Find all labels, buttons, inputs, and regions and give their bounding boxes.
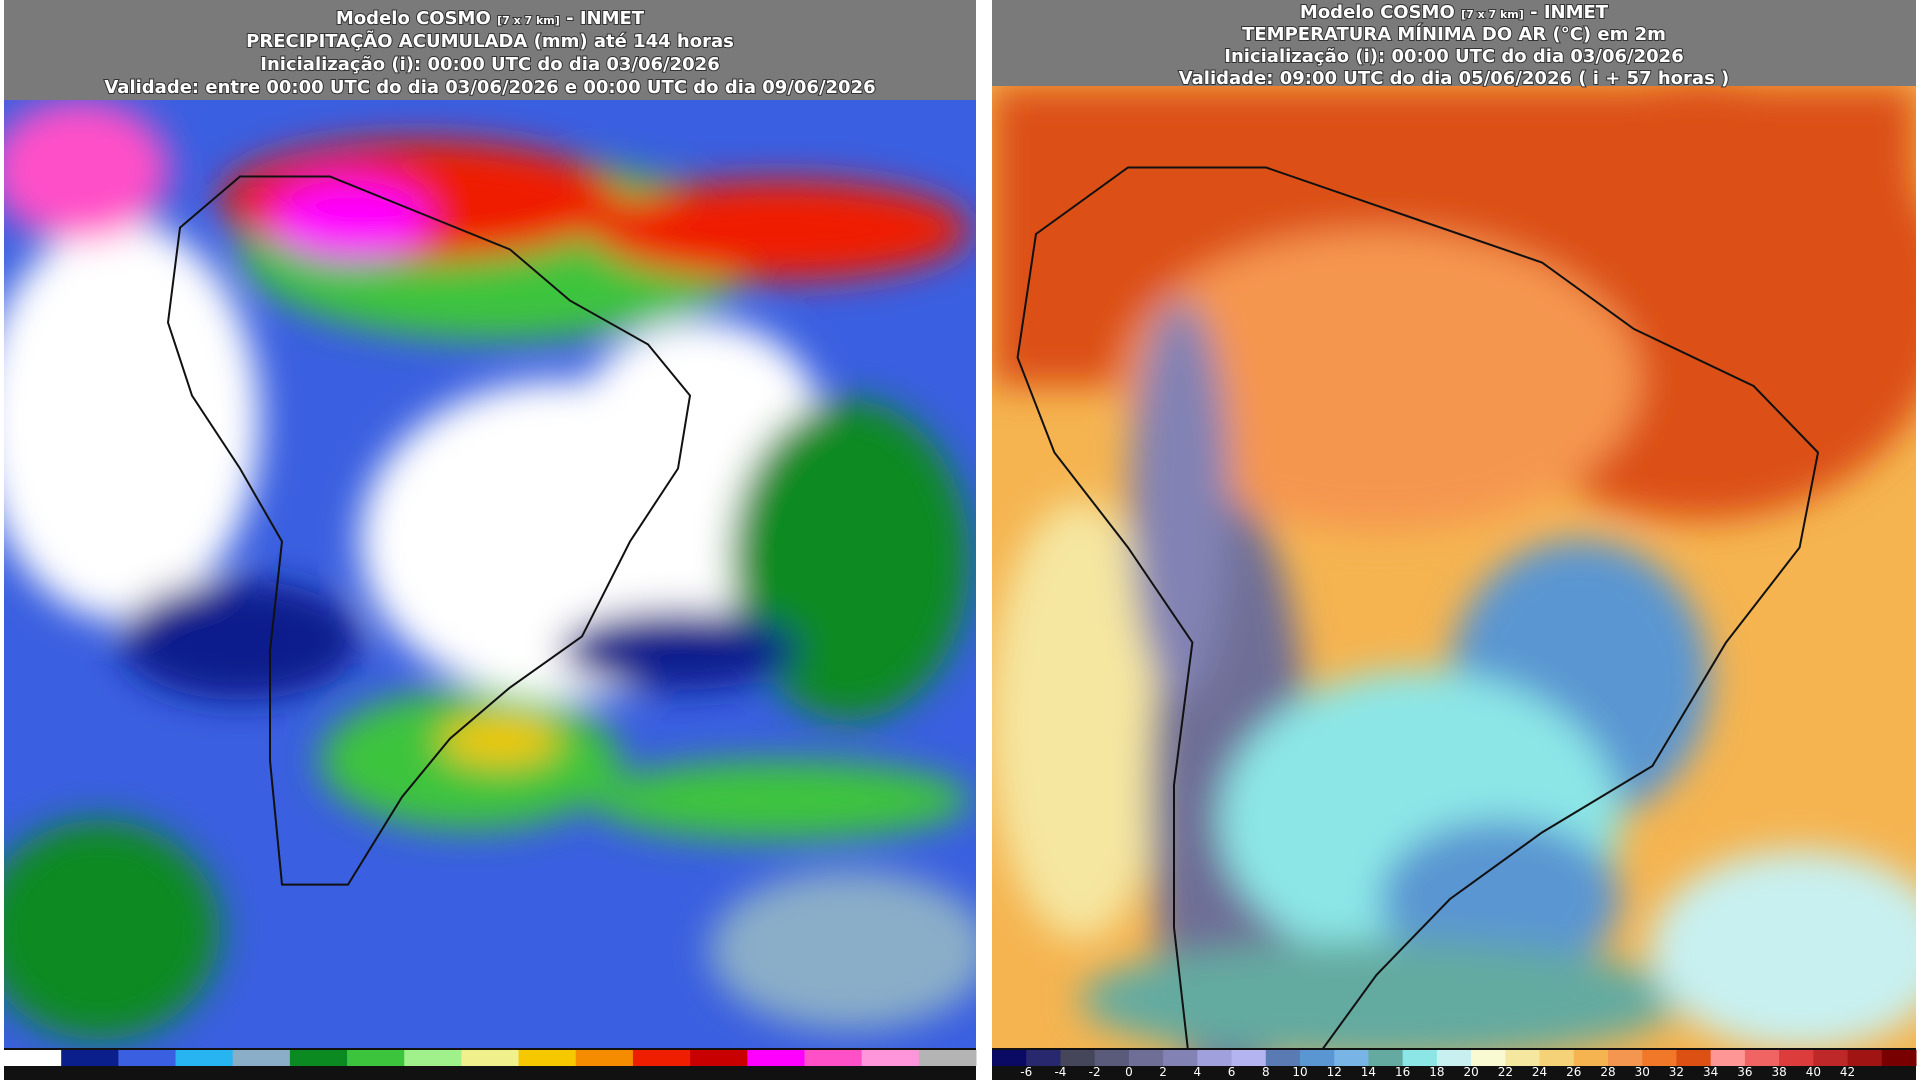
colorbar-swatch: [1779, 1050, 1814, 1066]
colorbar-label: 28: [1600, 1065, 1615, 1079]
colorbar-swatch: [575, 1050, 634, 1066]
colorbar-label: 12: [1327, 1065, 1342, 1079]
colorbar-label: 24: [1532, 1065, 1547, 1079]
colorbar-swatch: [1573, 1050, 1609, 1066]
colorbar-swatch: [1847, 1050, 1883, 1066]
colorbar-swatch: [289, 1050, 348, 1066]
colorbar-label: 14: [1361, 1065, 1376, 1079]
colorbar-label: 8: [1262, 1065, 1270, 1079]
colorbar-swatch: [347, 1050, 405, 1066]
temp-map: [992, 86, 1916, 1048]
colorbar-swatch: [804, 1050, 863, 1066]
colorbar-swatch: [175, 1050, 234, 1066]
colorbar-swatch: [1813, 1050, 1849, 1066]
colorbar-label: -4: [1054, 1065, 1066, 1079]
colorbar-label: 0: [1125, 1065, 1133, 1079]
colorbar-swatch: [1128, 1050, 1164, 1066]
colorbar-swatch: [1094, 1050, 1130, 1066]
colorbar-swatch: [1642, 1050, 1677, 1066]
coastline: [1016, 166, 1820, 1048]
colorbar-swatch: [992, 1050, 1027, 1066]
colorbar-label: 42: [1840, 1065, 1855, 1079]
colorbar-swatch: [232, 1050, 291, 1066]
valid-line: Validade: 09:00 UTC do dia 05/06/2026 ( …: [1179, 68, 1730, 89]
init-line: Inicialização (i): 00:00 UTC do dia 03/0…: [260, 54, 719, 75]
resolution: [7 x 7 km]: [497, 14, 560, 27]
colorbar-swatch: [404, 1050, 462, 1066]
colorbar-swatch: [4, 1050, 62, 1066]
colorbar-swatch: [1436, 1050, 1472, 1066]
colorbar-swatch: [61, 1050, 119, 1066]
colorbar-swatch: [1197, 1050, 1233, 1066]
header-band: [4, 0, 976, 100]
colorbar-swatch: [1710, 1050, 1746, 1066]
colorbar-swatch: [1505, 1050, 1541, 1066]
colorbars: -6 -4 -2 0 2 4 6 8 10 12 14 16 18 20 22 24 26 28 30 32 34 36 3…: [4, 1048, 1917, 1080]
colorbar-swatch: [1539, 1050, 1575, 1066]
colorbar-label: 2: [1159, 1065, 1167, 1079]
colorbar-swatch: [1402, 1050, 1438, 1066]
colorbar-swatch: [1265, 1050, 1301, 1066]
model: Modelo COSMO: [1300, 2, 1455, 23]
colorbar-swatch: [632, 1050, 691, 1066]
colorbar-swatch: [518, 1050, 577, 1066]
source: - INMET: [1530, 2, 1609, 23]
colorbar-swatch: [1060, 1050, 1096, 1066]
colorbar-label: 10: [1292, 1065, 1307, 1079]
header-band: [992, 0, 1916, 86]
coastline: [166, 175, 692, 886]
colorbar-swatch: [918, 1050, 977, 1066]
colorbar-label: 18: [1429, 1065, 1444, 1079]
colorbar-label: 16: [1395, 1065, 1410, 1079]
model-line: Modelo COSMO [7 x 7 km] - INMET: [1300, 2, 1609, 23]
colorbar-label: 4: [1194, 1065, 1202, 1079]
source: - INMET: [566, 8, 645, 29]
colorbar-label: 34: [1703, 1065, 1718, 1079]
colorbar-swatch: [1231, 1050, 1267, 1066]
colorbar-label: 36: [1737, 1065, 1752, 1079]
colorbar-swatch: [1881, 1050, 1917, 1066]
precip-map: [4, 100, 976, 1048]
valid-line: Validade: entre 00:00 UTC do dia 03/06/2…: [104, 77, 875, 98]
colorbar-swatch: [861, 1050, 920, 1066]
colorbar-swatch: [1026, 1050, 1061, 1066]
colorbar-label: 22: [1498, 1065, 1513, 1079]
colorbar-label: 38: [1771, 1065, 1786, 1079]
colorbar-swatch: [747, 1050, 805, 1066]
colorbar-label: 26: [1566, 1065, 1581, 1079]
panel-title: TEMPERATURA MÍNIMA DO AR (°C) em 2m: [1242, 23, 1666, 45]
colorbar-swatch: [1676, 1050, 1712, 1066]
colorbar-swatch: [1471, 1050, 1506, 1066]
colorbar-label: 32: [1669, 1065, 1684, 1079]
init-line: Inicialização (i): 00:00 UTC do dia 03/0…: [1224, 46, 1683, 67]
colorbar-label: 20: [1463, 1065, 1478, 1079]
colorbar-swatch: [1334, 1050, 1369, 1066]
colorbar-label: 6: [1228, 1065, 1236, 1079]
model: Modelo COSMO: [336, 8, 491, 29]
colorbar-swatch: [461, 1050, 520, 1066]
colorbar-swatch: [1163, 1050, 1198, 1066]
colorbar-label: -2: [1089, 1065, 1101, 1079]
colorbar-swatch: [690, 1050, 748, 1066]
resolution: [7 x 7 km]: [1461, 8, 1524, 21]
panel-title: PRECIPITAÇÃO ACUMULADA (mm) até 144 hora…: [246, 29, 734, 52]
colorbar-swatch: [1608, 1050, 1643, 1066]
colorbar-label: 40: [1806, 1065, 1821, 1079]
colorbar-swatch: [118, 1050, 177, 1066]
colorbar-swatch: [1300, 1050, 1335, 1066]
colorbar-swatch: [1368, 1050, 1404, 1066]
colorbar-label: -6: [1020, 1065, 1032, 1079]
colorbar-swatch: [1744, 1050, 1780, 1066]
model-line: Modelo COSMO [7 x 7 km] - INMET: [336, 8, 645, 29]
colorbar-label: 30: [1635, 1065, 1650, 1079]
